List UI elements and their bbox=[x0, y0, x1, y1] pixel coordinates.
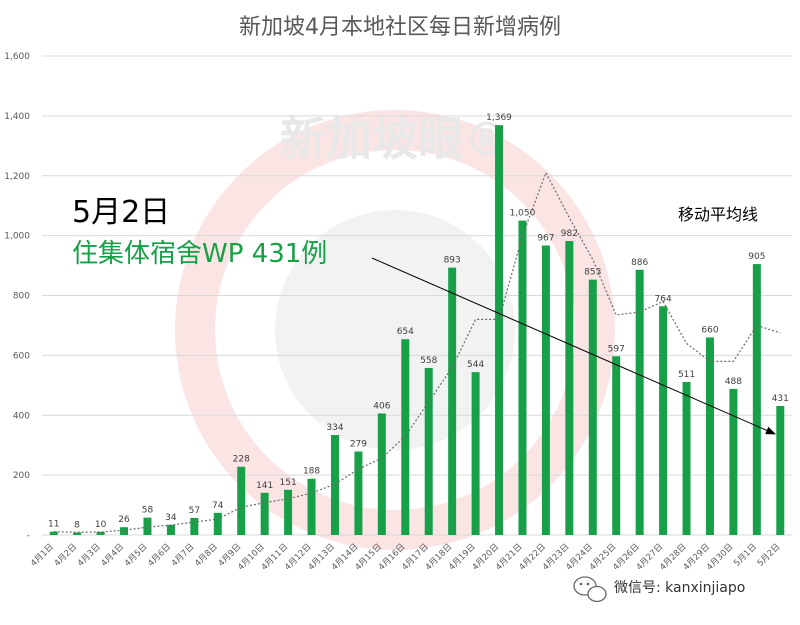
data-label: 431 bbox=[772, 394, 789, 404]
data-label: 34 bbox=[165, 513, 177, 523]
x-tick-label: 4月5日 bbox=[123, 542, 150, 569]
data-label: 26 bbox=[118, 515, 130, 525]
data-label: 660 bbox=[701, 325, 718, 335]
x-tick-label: 4月2日 bbox=[53, 542, 80, 569]
x-tick-label: 5月1日 bbox=[732, 542, 759, 569]
data-label: 893 bbox=[444, 256, 461, 266]
legend-moving-average: 移动平均线 bbox=[678, 205, 758, 224]
data-label: 334 bbox=[326, 423, 343, 433]
bar bbox=[190, 517, 199, 535]
footer-wechat-id: 微信号: kanxinjiapo bbox=[614, 580, 745, 596]
y-tick-label: 1,000 bbox=[4, 232, 30, 242]
bar bbox=[96, 532, 105, 535]
wechat-icon bbox=[573, 576, 607, 603]
data-label: 558 bbox=[420, 356, 437, 366]
data-label: 488 bbox=[725, 377, 742, 387]
y-tick-label: 1,600 bbox=[4, 52, 30, 62]
bar bbox=[354, 451, 363, 535]
bar bbox=[659, 306, 668, 535]
data-label: 11 bbox=[48, 520, 59, 530]
bar bbox=[284, 489, 293, 535]
bar bbox=[377, 413, 386, 535]
bar bbox=[260, 492, 269, 535]
bar bbox=[213, 512, 222, 535]
bar bbox=[612, 356, 621, 535]
data-label: 544 bbox=[467, 360, 484, 370]
data-label: 228 bbox=[233, 455, 250, 465]
annotation-arrow bbox=[371, 257, 776, 435]
bar bbox=[518, 220, 527, 535]
bar bbox=[729, 388, 738, 535]
data-label: 511 bbox=[678, 370, 695, 380]
x-tick-label: 4月1日 bbox=[29, 542, 56, 569]
y-tick-label: - bbox=[27, 531, 30, 541]
data-label: 74 bbox=[212, 501, 224, 511]
x-tick-label: 4月4日 bbox=[99, 542, 126, 569]
bar bbox=[49, 531, 58, 535]
data-label: 58 bbox=[142, 506, 154, 516]
data-label: 279 bbox=[350, 439, 367, 449]
x-tick-label: 4月7日 bbox=[170, 542, 197, 569]
bar bbox=[307, 478, 316, 535]
data-label: 8 bbox=[74, 521, 80, 531]
y-tick-label: 1,400 bbox=[4, 112, 30, 122]
footer: 微信号: kanxinjiapo bbox=[573, 576, 745, 603]
data-label: 886 bbox=[631, 258, 648, 268]
bar bbox=[776, 405, 785, 535]
bar bbox=[682, 382, 691, 535]
x-tick-label: 5月2日 bbox=[756, 542, 783, 569]
bar bbox=[143, 517, 152, 535]
bar bbox=[471, 372, 480, 535]
bar bbox=[635, 269, 644, 535]
watermark-text: 新加坡眼® bbox=[280, 112, 510, 166]
data-label: 141 bbox=[256, 481, 273, 491]
data-label: 967 bbox=[537, 234, 554, 244]
bar bbox=[588, 279, 597, 535]
bar bbox=[166, 524, 175, 535]
data-label: 905 bbox=[748, 252, 765, 262]
bar bbox=[237, 466, 246, 535]
bar bbox=[448, 267, 457, 535]
data-label: 853 bbox=[584, 268, 601, 278]
y-axis-ticks: - 200 400 600 800 1,000 1,200 1,400 1,600 bbox=[4, 52, 30, 541]
watermark: 新加坡眼® bbox=[175, 110, 615, 550]
data-label: 1,369 bbox=[486, 113, 512, 123]
data-label: 982 bbox=[561, 229, 578, 239]
y-tick-label: 200 bbox=[13, 471, 30, 481]
bar bbox=[330, 435, 339, 535]
y-tick-label: 600 bbox=[13, 351, 30, 361]
data-label: 57 bbox=[189, 506, 200, 516]
data-label: 188 bbox=[303, 467, 320, 477]
annotation-date: 5月2日 bbox=[72, 195, 170, 230]
bar bbox=[120, 527, 129, 535]
y-tick-label: 400 bbox=[13, 411, 30, 421]
data-label: 151 bbox=[280, 478, 297, 488]
x-tick-label: 4月3日 bbox=[76, 542, 103, 569]
data-label: 597 bbox=[608, 344, 625, 354]
y-tick-label: 800 bbox=[13, 292, 30, 302]
bar bbox=[752, 264, 761, 535]
data-label: 1,050 bbox=[510, 209, 536, 219]
x-tick-label: 4月8日 bbox=[193, 542, 220, 569]
data-label: 654 bbox=[397, 327, 414, 337]
bar bbox=[565, 241, 574, 536]
data-labels: 11 8 10 26 58 34 57 74 228 141 151 188 334 279 406 654 5… bbox=[48, 113, 789, 530]
moving-average-line bbox=[53, 171, 781, 533]
bars bbox=[49, 125, 785, 536]
bar bbox=[73, 532, 82, 535]
data-label: 10 bbox=[95, 520, 107, 530]
annotation-text: 住集体宿舍WP 431例 bbox=[72, 239, 327, 269]
bar bbox=[401, 339, 410, 535]
chart-title: 新加坡4月本地社区每日新增病例 bbox=[239, 15, 561, 40]
y-tick-label: 1,200 bbox=[4, 172, 30, 182]
bar bbox=[705, 337, 714, 535]
bar bbox=[495, 125, 504, 535]
bar bbox=[424, 367, 433, 535]
x-tick-label: 4月6日 bbox=[146, 542, 173, 569]
bar bbox=[541, 245, 550, 535]
data-label: 406 bbox=[373, 401, 390, 411]
data-label: 764 bbox=[655, 294, 672, 304]
